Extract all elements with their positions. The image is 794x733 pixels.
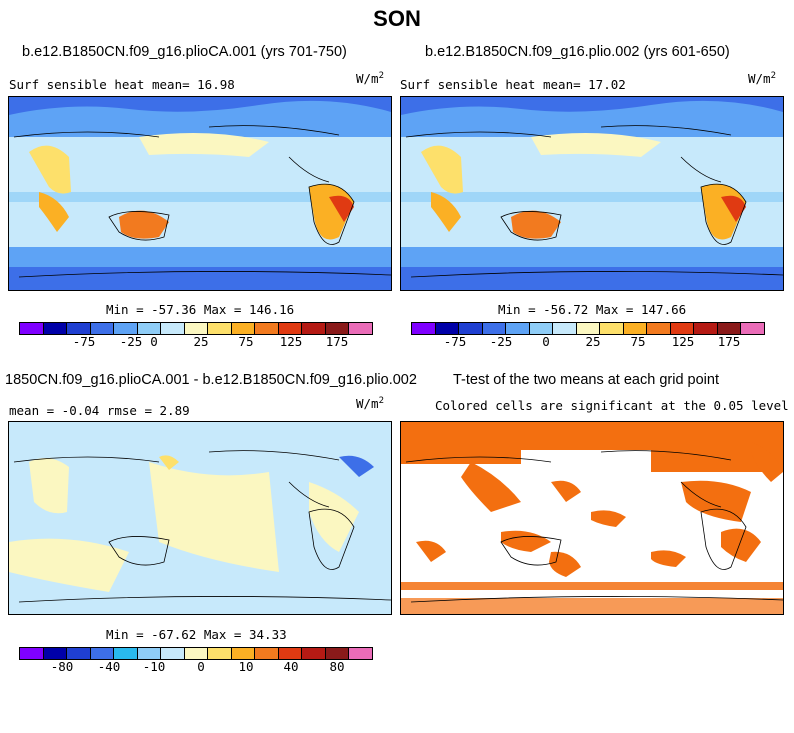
panel-2-colorbar-swatch — [741, 323, 764, 334]
panel-3-cbar-label: 0 — [197, 659, 205, 674]
panel-2-unit: W/m2 — [748, 71, 776, 87]
panel-1-cbar-label: -75 — [72, 334, 96, 349]
panel-2-colorbar-swatch — [670, 323, 695, 334]
panel-3-cbar-label: 10 — [238, 659, 254, 674]
panel-1-map — [8, 96, 392, 291]
panel-2-cbar-label: 175 — [717, 334, 741, 349]
panel-3-colorbar-swatch — [43, 648, 68, 659]
panel-2-title: b.e12.B1850CN.f09_g16.plio.002 (yrs 601-… — [425, 44, 730, 60]
panel-4-title: T-test of the two means at each grid poi… — [453, 372, 719, 388]
panel-4-map — [400, 421, 784, 615]
panel-2-cbar-label: 125 — [671, 334, 695, 349]
panel-1-colorbar-swatch — [278, 323, 303, 334]
panel-1-colorbar-swatch — [67, 323, 91, 334]
panel-1-title: b.e12.B1850CN.f09_g16.plioCA.001 (yrs 70… — [22, 44, 347, 60]
panel-1-colorbar-swatch — [325, 323, 350, 334]
panel-3-colorbar-swatch — [90, 648, 115, 659]
panel-2-colorbar-swatch — [694, 323, 718, 334]
panel-3-minmax: Min = -67.62 Max = 34.33 — [106, 627, 287, 642]
panel-3-cbar-label: 40 — [283, 659, 299, 674]
panel-2-colorbar-swatch — [647, 323, 671, 334]
panel-1-cbar-label: 0 — [150, 334, 158, 349]
panel-2-cbar-label: -75 — [443, 334, 467, 349]
panel-2-cbar-label: -25 — [489, 334, 513, 349]
panel-2-colorbar-swatch — [506, 323, 530, 334]
panel-2-map — [400, 96, 784, 291]
panel-1-colorbar-swatch — [231, 323, 256, 334]
panel-3-colorbar-swatch — [255, 648, 279, 659]
panel-1-cbar-label: -25 — [119, 334, 143, 349]
panel-2-cbar-label: 75 — [630, 334, 646, 349]
panel-3-colorbar-swatch — [278, 648, 303, 659]
panel-2-colorbar-swatch — [553, 323, 577, 334]
panel-1-colorbar-swatch — [20, 323, 44, 334]
panel-3-cbar-label: 80 — [329, 659, 345, 674]
panel-3-colorbar-swatch — [325, 648, 350, 659]
panel-2-colorbar-swatch — [459, 323, 483, 334]
panel-2-subtitle: Surf sensible heat mean= 17.02 — [400, 77, 626, 92]
panel-3-colorbar — [19, 647, 373, 660]
panel-1-colorbar-swatch — [349, 323, 372, 334]
panel-1-cbar-label: 125 — [279, 334, 303, 349]
panel-3-cbar-label: -10 — [142, 659, 166, 674]
panel-2-colorbar-swatch — [529, 323, 554, 334]
panel-3-colorbar-swatch — [184, 648, 209, 659]
panel-2-colorbar-swatch — [482, 323, 507, 334]
panel-1-unit: W/m2 — [356, 71, 384, 87]
panel-3-map — [8, 421, 392, 615]
panel-4-subtitle: Colored cells are significant at the 0.0… — [435, 398, 789, 413]
panel-3-colorbar-labels: -80 -40 -10 0 10 40 80 — [19, 659, 371, 674]
panel-3-cbar-label: -80 — [50, 659, 74, 674]
panel-2-cbar-label: 25 — [585, 334, 601, 349]
panel-1-colorbar — [19, 322, 373, 335]
panel-3-colorbar-swatch — [67, 648, 91, 659]
panel-1-cbar-label: 175 — [325, 334, 349, 349]
panel-3-subtitle: mean = -0.04 rmse = 2.89 — [9, 403, 190, 418]
panel-2-cbar-label: 0 — [542, 334, 550, 349]
panel-1-colorbar-swatch — [208, 323, 232, 334]
panel-1-colorbar-swatch — [302, 323, 326, 334]
panel-1-colorbar-swatch — [137, 323, 162, 334]
panel-1-colorbar-swatch — [90, 323, 115, 334]
panel-1-colorbar-swatch — [43, 323, 68, 334]
panel-1-colorbar-swatch — [114, 323, 138, 334]
panel-3-colorbar-swatch — [114, 648, 138, 659]
panel-3-colorbar-swatch — [302, 648, 326, 659]
panel-3-colorbar-swatch — [20, 648, 44, 659]
panel-2-colorbar-swatch — [623, 323, 648, 334]
panel-3-colorbar-swatch — [349, 648, 372, 659]
panel-1-colorbar-swatch — [161, 323, 185, 334]
panel-3-title: 1850CN.f09_g16.plioCA.001 - b.e12.B1850C… — [5, 372, 417, 388]
panel-3-colorbar-swatch — [208, 648, 232, 659]
panel-1-subtitle: Surf sensible heat mean= 16.98 — [9, 77, 235, 92]
panel-1-cbar-label: 75 — [238, 334, 254, 349]
panel-2-colorbar-labels: -75 -25 0 25 75 125 175 — [411, 334, 763, 349]
panel-1-colorbar-swatch — [255, 323, 279, 334]
panel-3-cbar-label: -40 — [97, 659, 121, 674]
figure-title: SON — [373, 6, 421, 31]
panel-3-colorbar-swatch — [231, 648, 256, 659]
panel-1-colorbar-swatch — [184, 323, 209, 334]
panel-1-cbar-label: 25 — [193, 334, 209, 349]
panel-3-colorbar-swatch — [137, 648, 162, 659]
panel-2-colorbar-swatch — [412, 323, 436, 334]
panel-3-colorbar-swatch — [161, 648, 185, 659]
panel-2-colorbar-swatch — [435, 323, 460, 334]
panel-1-colorbar-labels: -75 -25 0 25 75 125 175 — [19, 334, 371, 349]
panel-3-unit: W/m2 — [356, 396, 384, 412]
panel-2-colorbar — [411, 322, 765, 335]
panel-2-minmax: Min = -56.72 Max = 147.66 — [498, 302, 687, 317]
panel-1-minmax: Min = -57.36 Max = 146.16 — [106, 302, 295, 317]
panel-2-colorbar-swatch — [717, 323, 742, 334]
panel-2-colorbar-swatch — [576, 323, 601, 334]
panel-2-colorbar-swatch — [600, 323, 624, 334]
